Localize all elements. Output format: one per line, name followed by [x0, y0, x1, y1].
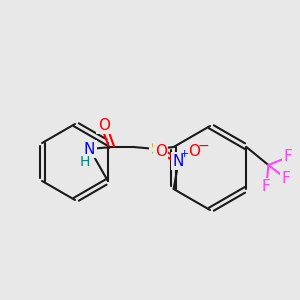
Text: −: −: [198, 139, 209, 153]
Text: N: N: [173, 154, 184, 169]
Text: +: +: [180, 149, 189, 159]
Text: O: O: [98, 118, 110, 133]
Text: O: O: [154, 143, 166, 158]
Text: F: F: [262, 179, 271, 194]
Text: F: F: [282, 172, 291, 187]
Text: S: S: [151, 142, 160, 157]
Text: N: N: [84, 142, 95, 157]
Text: O: O: [188, 143, 200, 158]
Text: H: H: [80, 155, 90, 169]
Text: F: F: [284, 149, 293, 164]
